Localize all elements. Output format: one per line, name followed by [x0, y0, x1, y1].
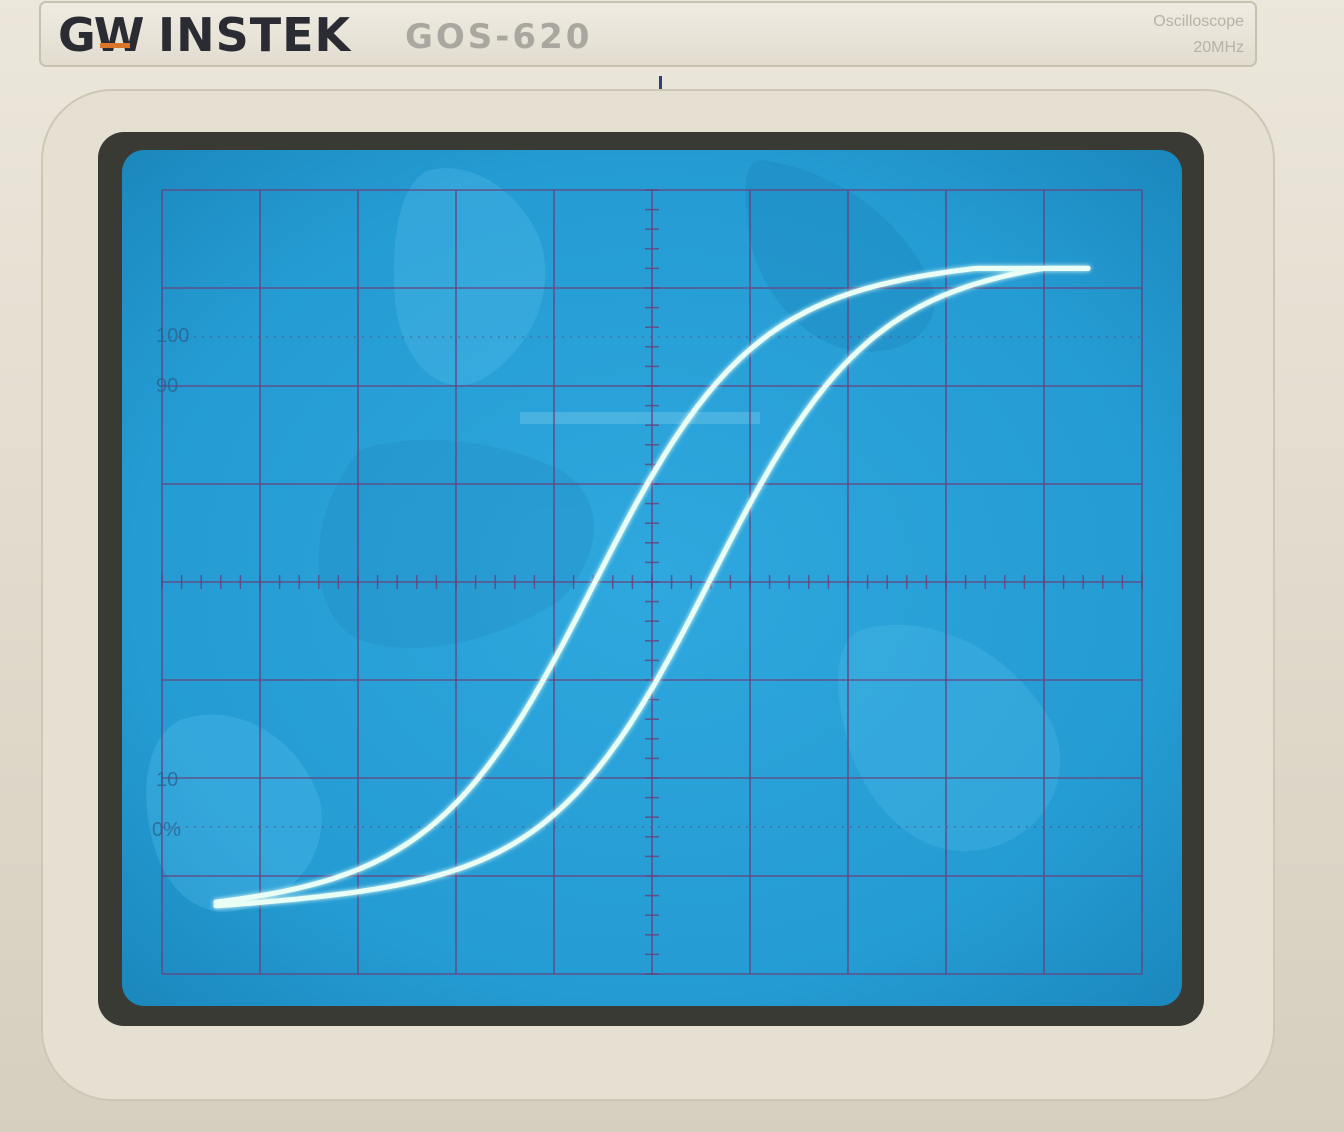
- label-100: 100: [156, 325, 189, 347]
- label-10: 10: [156, 769, 178, 791]
- bandwidth-label: 20MHz: [1193, 39, 1244, 56]
- rise-time-labels: 100 90 10 0%: [152, 325, 189, 841]
- brand-logo-underline: [100, 43, 130, 48]
- glass-reflections: [146, 160, 1061, 912]
- brand-name: INSTEK: [158, 8, 353, 62]
- graticule: [161, 189, 1143, 975]
- hysteresis-trace: [213, 265, 1091, 909]
- trace-upper-branch: [213, 265, 1091, 905]
- model-name: GOS-620: [405, 17, 592, 57]
- label-90: 90: [156, 375, 178, 397]
- center-mark: [659, 76, 662, 90]
- brand-logo-mark: GW: [58, 8, 144, 62]
- trace-lower-branch: [213, 265, 1091, 909]
- brand-logo: GW INSTEK: [58, 8, 353, 62]
- product-type: Oscilloscope: [1153, 13, 1244, 30]
- label-0-percent: 0%: [152, 819, 181, 841]
- brand-panel: [39, 1, 1257, 67]
